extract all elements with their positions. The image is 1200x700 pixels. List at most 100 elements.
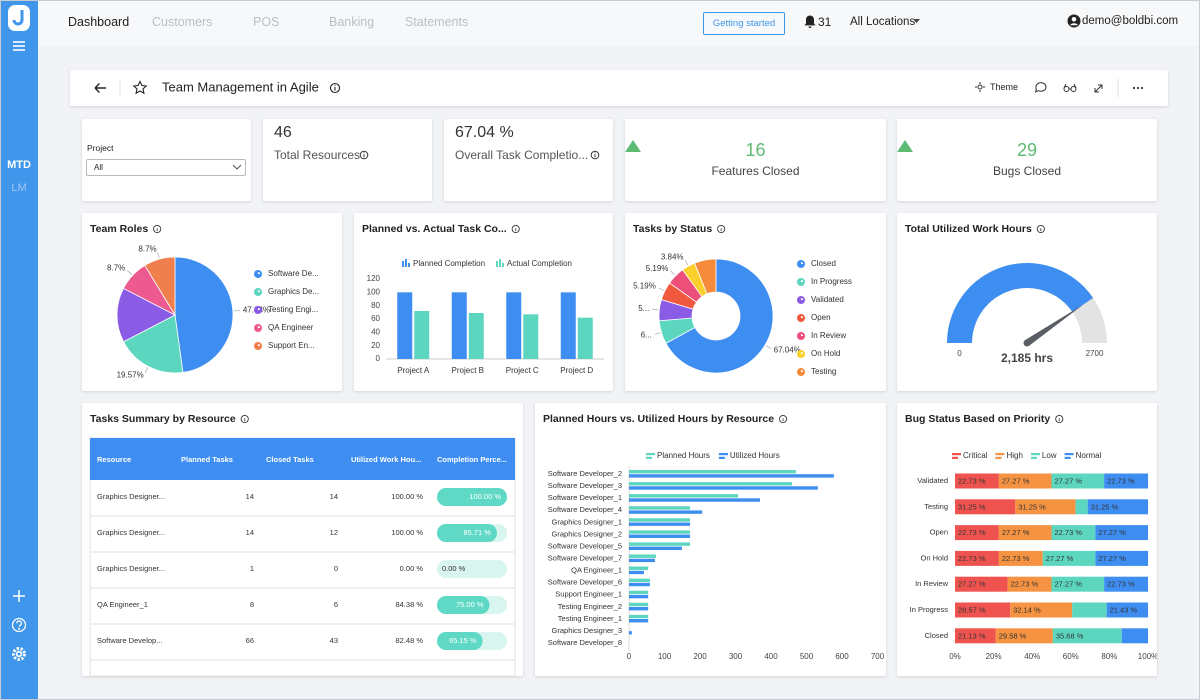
bar-segment: [1104, 473, 1148, 489]
bar-segment: [1072, 602, 1107, 618]
getting-started-button[interactable]: Getting started: [703, 12, 785, 35]
data-label: 27.27 %: [1046, 554, 1074, 563]
legend-label: Closed: [811, 259, 836, 268]
legend-icon-cut: [801, 280, 803, 282]
info-icon[interactable]: [329, 82, 341, 94]
completion-track: [437, 560, 507, 578]
data-label: 31.25 %: [1091, 502, 1119, 511]
slice: [144, 256, 176, 317]
kpi-label: Features Closed: [711, 164, 800, 178]
data-label: 22.73 %: [958, 554, 986, 563]
y-tick-label: 40: [371, 327, 380, 336]
data-label: 22.73 %: [1002, 554, 1030, 563]
table-cell: 66: [246, 636, 254, 645]
pie-chart: Team Roles47.83%19.57%8.7%8.7%Software D…: [90, 223, 319, 380]
view-icon[interactable]: [1063, 83, 1077, 92]
project-filter: Project All: [82, 119, 251, 201]
user-icon[interactable]: [1067, 14, 1081, 28]
period-mtd[interactable]: MTD: [7, 159, 31, 171]
data-label: 29.58 %: [999, 631, 1027, 640]
kpi-value: 29: [897, 140, 1157, 161]
help-icon[interactable]: [11, 617, 27, 633]
bar-segment: [1121, 628, 1148, 644]
legend-icon-cut: [801, 298, 803, 300]
planned-actual-card: Planned vs. Actual Task Co... Planned Com…: [354, 213, 613, 391]
nav-tab[interactable]: Customers: [152, 15, 213, 29]
user-email[interactable]: demo@boldbi.com: [1082, 15, 1179, 27]
nav-tab[interactable]: Statements: [405, 15, 469, 29]
legend-label: On Hold: [811, 349, 840, 358]
filter-select[interactable]: [86, 159, 246, 176]
x-tick-label: 100%: [1138, 652, 1157, 661]
x-tick-label: Project D: [560, 366, 593, 375]
table-cell: 14: [246, 528, 254, 537]
bar: [629, 534, 691, 538]
summary-table: Tasks Summary by Resource Resource Planned…: [89, 413, 516, 676]
location-select[interactable]: All Locations: [850, 16, 916, 28]
bar: [468, 313, 484, 359]
favorite-icon[interactable]: [132, 80, 148, 95]
bar-segment: [995, 628, 1053, 644]
category-label: Software Developer_2: [548, 469, 622, 478]
nav-tab[interactable]: Dashboard: [68, 15, 130, 29]
data-label: 32.14 %: [1013, 605, 1041, 614]
x-tick-label: 600: [835, 652, 849, 661]
bar: [560, 292, 576, 359]
data-label: 22.73 %: [1107, 476, 1135, 485]
info-icon[interactable]: [590, 150, 600, 160]
comment-icon[interactable]: [1034, 82, 1047, 93]
legend-icon-cut: [258, 308, 260, 310]
kpi-card: 67.04 % Overall Task Completio...: [444, 119, 613, 201]
category-label: Testing: [924, 502, 948, 511]
legend-icon-cut: [258, 272, 260, 274]
completion-label: 100.00 %: [469, 492, 501, 501]
legend-icon: [995, 456, 1002, 459]
back-icon[interactable]: [94, 83, 106, 93]
legend-icon: [1030, 456, 1037, 459]
bell-icon[interactable]: [803, 14, 817, 30]
legend-icon: [405, 259, 407, 267]
x-tick-label: 40%: [1024, 652, 1040, 661]
leader-line: [684, 259, 689, 266]
bar: [629, 594, 649, 599]
barh-chart: Planned Hours vs. Utilized Hours by Reso…: [543, 413, 885, 661]
legend-icon: [402, 261, 404, 267]
bar-segment: [1095, 550, 1148, 566]
x-tick-label: 0: [627, 652, 632, 661]
category-label: Validated: [917, 476, 948, 485]
bar: [629, 554, 656, 558]
info-icon[interactable]: [359, 150, 369, 160]
kpi-value: 67.04 %: [455, 124, 514, 141]
legend-icon: [1064, 453, 1074, 456]
bar: [629, 602, 649, 607]
legend-label: Software De...: [268, 269, 319, 278]
bar-segment: [1007, 576, 1052, 592]
theme-label[interactable]: Theme: [990, 82, 1018, 92]
data-label: 31.25 %: [1018, 502, 1046, 511]
legend-icon: [408, 263, 410, 267]
nav-tab[interactable]: Banking: [329, 15, 375, 29]
add-icon[interactable]: [13, 590, 25, 602]
data-label: 67.04%: [774, 345, 801, 354]
logo[interactable]: [8, 5, 30, 31]
legend-icon: [995, 453, 1005, 456]
bar-segment: [1015, 499, 1076, 515]
period-lm[interactable]: LM: [11, 182, 26, 194]
theme-icon[interactable]: [975, 82, 985, 92]
gauge-needle: [1025, 304, 1084, 346]
x-tick-label: 300: [729, 652, 743, 661]
more-icon[interactable]: [1132, 86, 1144, 90]
info-icon: [153, 224, 162, 234]
legend-icon: [646, 453, 655, 456]
table-cell: 12: [330, 528, 338, 537]
gauge-chart: Total Utilized Work Hours 0 2700 2,185 hrs: [905, 223, 1107, 365]
table-cell: Graphics Designer...: [97, 528, 165, 537]
bar-segment: [998, 550, 1043, 566]
fullscreen-icon[interactable]: [1094, 84, 1103, 93]
nav-tab[interactable]: POS: [253, 15, 280, 29]
settings-icon[interactable]: [12, 647, 26, 661]
completion-bar: [437, 524, 497, 542]
menu-icon[interactable]: [13, 41, 25, 51]
y-tick-label: 0: [376, 354, 381, 363]
kpi-number: 29: [1016, 140, 1038, 160]
